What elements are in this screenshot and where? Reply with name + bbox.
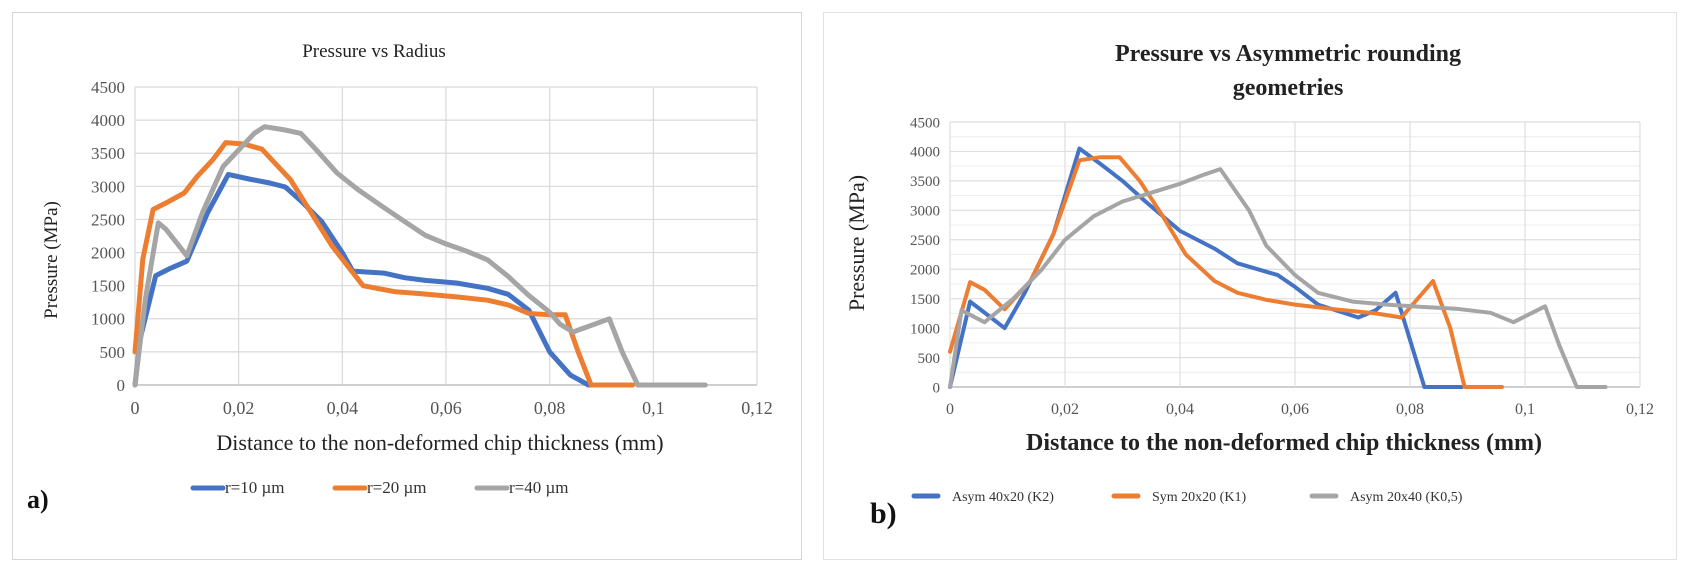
- chart-b-legend-label: Asym 40x20 (K2): [952, 490, 1054, 505]
- chart-b-x-tick-label: 0: [946, 401, 954, 418]
- chart-b-svg: Pressure vs Asymmetric rounding geometri…: [844, 41, 1654, 530]
- chart-a-y-tick-label: 4500: [91, 78, 125, 97]
- chart-b-legend-label: Sym 20x20 (K1): [1152, 490, 1246, 505]
- chart-a-title: Pressure vs Radius: [302, 41, 446, 62]
- chart-a-legend-item: r=10 µm: [190, 478, 285, 497]
- chart-a-legend-label: r=40 µm: [509, 478, 569, 497]
- chart-b-title-line-2: geometries: [1233, 75, 1344, 101]
- chart-a-x-tick-label: 0,1: [642, 398, 665, 418]
- chart-a-series-line-1: [132, 171, 630, 388]
- chart-b-y-tick-label: 2500: [910, 233, 940, 249]
- chart-panel-b: Pressure vs Asymmetric rounding geometri…: [823, 12, 1677, 560]
- chart-a-x-tick-label: 0: [131, 398, 140, 418]
- chart-a-svg: Pressure vs Radius Pressure (MPa) Distan…: [27, 41, 773, 514]
- chart-a-y-tick-label: 2500: [91, 210, 125, 229]
- chart-a-x-axis-label: Distance to the non-deformed chip thickn…: [216, 430, 663, 455]
- chart-a-x-tick-label: 0,06: [430, 398, 462, 418]
- chart-a-y-tick-label: 2000: [91, 244, 125, 263]
- chart-b-y-tick-label: 3000: [910, 204, 940, 220]
- chart-b-y-tick-label: 4000: [910, 145, 940, 161]
- chart-b-x-axis-label: Distance to the non-deformed chip thickn…: [1026, 430, 1542, 456]
- chart-a-y-axis-label: Pressure (MPa): [41, 201, 62, 319]
- chart-b-x-tick-label: 0,02: [1051, 401, 1079, 418]
- chart-b-legend-item: Asym 40x20 (K2): [911, 490, 1054, 505]
- chart-b-legend: Asym 40x20 (K2) Sym 20x20 (K1) Asym 20x40 …: [911, 490, 1463, 505]
- chart-a-y-tick-label: 4000: [91, 111, 125, 130]
- chart-a-legend-item: r=20 µm: [332, 478, 427, 497]
- chart-b-y-tick-label: 4500: [910, 115, 940, 131]
- chart-b-x-tick-label: 0,08: [1396, 401, 1424, 418]
- chart-b-y-tick-label: 500: [918, 351, 941, 367]
- chart-b-y-axis-label: Pressure (MPa): [844, 175, 869, 311]
- chart-a-series-line-2: [132, 140, 636, 388]
- chart-a-x-tick-label: 0,04: [327, 398, 359, 418]
- chart-a-legend-label: r=10 µm: [225, 478, 285, 497]
- chart-b-y-tick-label: 1000: [910, 321, 940, 337]
- chart-b-x-tick-label: 0,06: [1281, 401, 1309, 418]
- chart-a-x-tick-label: 0,02: [223, 398, 255, 418]
- chart-a-panel-label: a): [27, 485, 49, 514]
- chart-b-legend-item: Asym 20x40 (K0,5): [1309, 490, 1463, 505]
- chart-a-x-tick-label: 0,08: [534, 398, 566, 418]
- chart-b-y-tick-label: 1500: [910, 292, 940, 308]
- chart-b-grid: [949, 121, 1641, 388]
- chart-a-x-tick-label: 0,12: [741, 398, 773, 418]
- chart-b-x-tick-label: 0,12: [1626, 401, 1654, 418]
- chart-b-y-tick-label: 0: [933, 380, 941, 396]
- chart-a-legend: r=10 µm r=20 µm r=40 µm: [190, 478, 569, 497]
- chart-a-y-tick-label: 0: [117, 376, 126, 395]
- chart-b-series-line-3: [948, 167, 1608, 389]
- chart-a-legend-item: r=40 µm: [474, 478, 569, 497]
- chart-b-legend-item: Sym 20x20 (K1): [1111, 490, 1246, 505]
- chart-b-legend-label: Asym 20x40 (K0,5): [1350, 490, 1463, 505]
- chart-b-x-tick-label: 0,1: [1515, 401, 1535, 418]
- chart-a-y-tick-label: 3000: [91, 177, 125, 196]
- chart-b-series-line-2: [948, 155, 1504, 389]
- chart-a-y-tick-label: 500: [100, 343, 126, 362]
- chart-b-series-line-1: [948, 146, 1464, 389]
- chart-a-y-tick-label: 1000: [91, 310, 125, 329]
- chart-b-x-tick-label: 0,04: [1166, 401, 1194, 418]
- chart-a-y-tick-label: 1500: [91, 277, 125, 296]
- chart-a-series-line-3: [132, 124, 708, 388]
- chart-b-y-tick-label: 2000: [910, 262, 940, 278]
- chart-b-title-line-1: Pressure vs Asymmetric rounding: [1115, 41, 1461, 67]
- chart-a-grid: [134, 86, 758, 386]
- chart-b-y-tick-label: 3500: [910, 174, 940, 190]
- chart-b-panel-label: b): [870, 497, 897, 530]
- chart-panel-a: Pressure vs Radius Pressure (MPa) Distan…: [12, 12, 802, 560]
- chart-a-legend-label: r=20 µm: [367, 478, 427, 497]
- chart-a-y-tick-label: 3500: [91, 144, 125, 163]
